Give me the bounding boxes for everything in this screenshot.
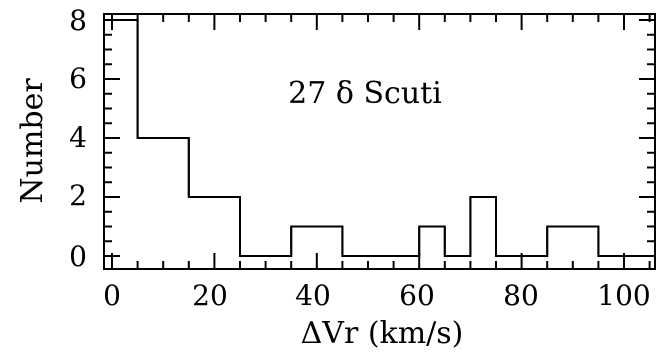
plot-frame: [103, 13, 656, 270]
x-tick-label-100: 100: [597, 279, 650, 312]
histogram-bar-2: [189, 197, 240, 256]
x-tick-label-20: 20: [192, 279, 228, 312]
y-tick-label-2: 2: [69, 179, 87, 212]
x-tick-label-80: 80: [503, 279, 539, 312]
x-tick-label-40: 40: [295, 279, 331, 312]
y-tick-label-6: 6: [69, 62, 87, 95]
histogram-bar-4: [291, 227, 342, 257]
y-tick-label-0: 0: [69, 240, 87, 273]
x-axis-title: ΔVr (km/s): [301, 316, 464, 351]
major-ticks: [104, 14, 655, 269]
histogram-outline: [112, 19, 650, 257]
chart-annotation: 27 δ Scuti: [288, 76, 442, 111]
histogram-bar-6: [419, 227, 445, 257]
x-tick-label-60: 60: [399, 279, 435, 312]
histogram-bar-1: [138, 138, 189, 256]
histogram-bar-8: [470, 197, 496, 256]
histogram-bar-10: [547, 227, 598, 257]
y-tick-label-4: 4: [69, 121, 87, 154]
x-tick-label-0: 0: [103, 279, 121, 312]
y-axis-title: Number: [15, 78, 50, 204]
histogram-bins: [136, 20, 600, 257]
minor-ticks: [104, 14, 655, 269]
y-tick-label-8: 8: [69, 4, 87, 37]
